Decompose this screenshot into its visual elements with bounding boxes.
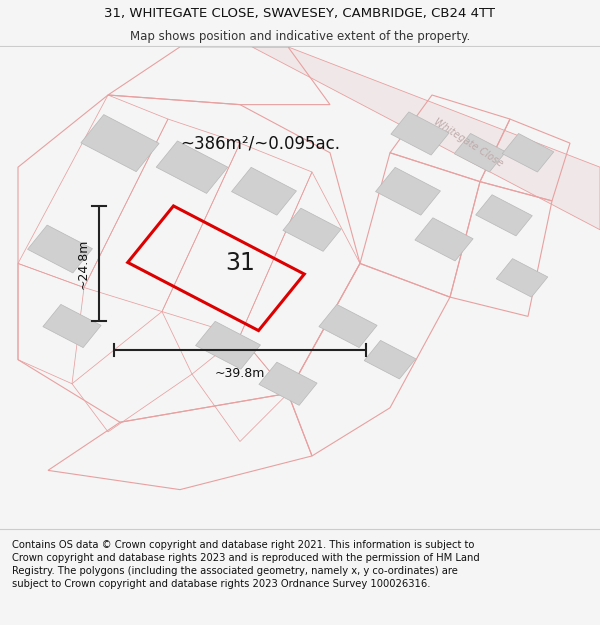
Polygon shape [232, 168, 296, 215]
Text: Map shows position and indicative extent of the property.: Map shows position and indicative extent… [130, 30, 470, 43]
Polygon shape [259, 362, 317, 406]
Polygon shape [319, 304, 377, 348]
Polygon shape [376, 168, 440, 215]
Text: ~24.8m: ~24.8m [77, 238, 90, 289]
Text: ~386m²/~0.095ac.: ~386m²/~0.095ac. [180, 134, 340, 152]
Polygon shape [502, 134, 554, 172]
Text: ~39.8m: ~39.8m [215, 367, 265, 380]
Polygon shape [43, 304, 101, 348]
Polygon shape [283, 208, 341, 251]
Polygon shape [496, 259, 548, 297]
Text: Contains OS data © Crown copyright and database right 2021. This information is : Contains OS data © Crown copyright and d… [12, 540, 480, 589]
Polygon shape [81, 114, 159, 172]
Polygon shape [454, 134, 506, 172]
Polygon shape [476, 195, 532, 236]
Polygon shape [391, 112, 449, 155]
Polygon shape [415, 217, 473, 261]
Polygon shape [196, 321, 260, 369]
Text: 31, WHITEGATE CLOSE, SWAVESEY, CAMBRIDGE, CB24 4TT: 31, WHITEGATE CLOSE, SWAVESEY, CAMBRIDGE… [104, 7, 496, 19]
Polygon shape [28, 225, 92, 273]
Polygon shape [252, 47, 600, 230]
Polygon shape [156, 141, 228, 193]
Text: 31: 31 [225, 251, 255, 276]
Polygon shape [364, 341, 416, 379]
Text: Whitegate Close: Whitegate Close [431, 117, 505, 169]
